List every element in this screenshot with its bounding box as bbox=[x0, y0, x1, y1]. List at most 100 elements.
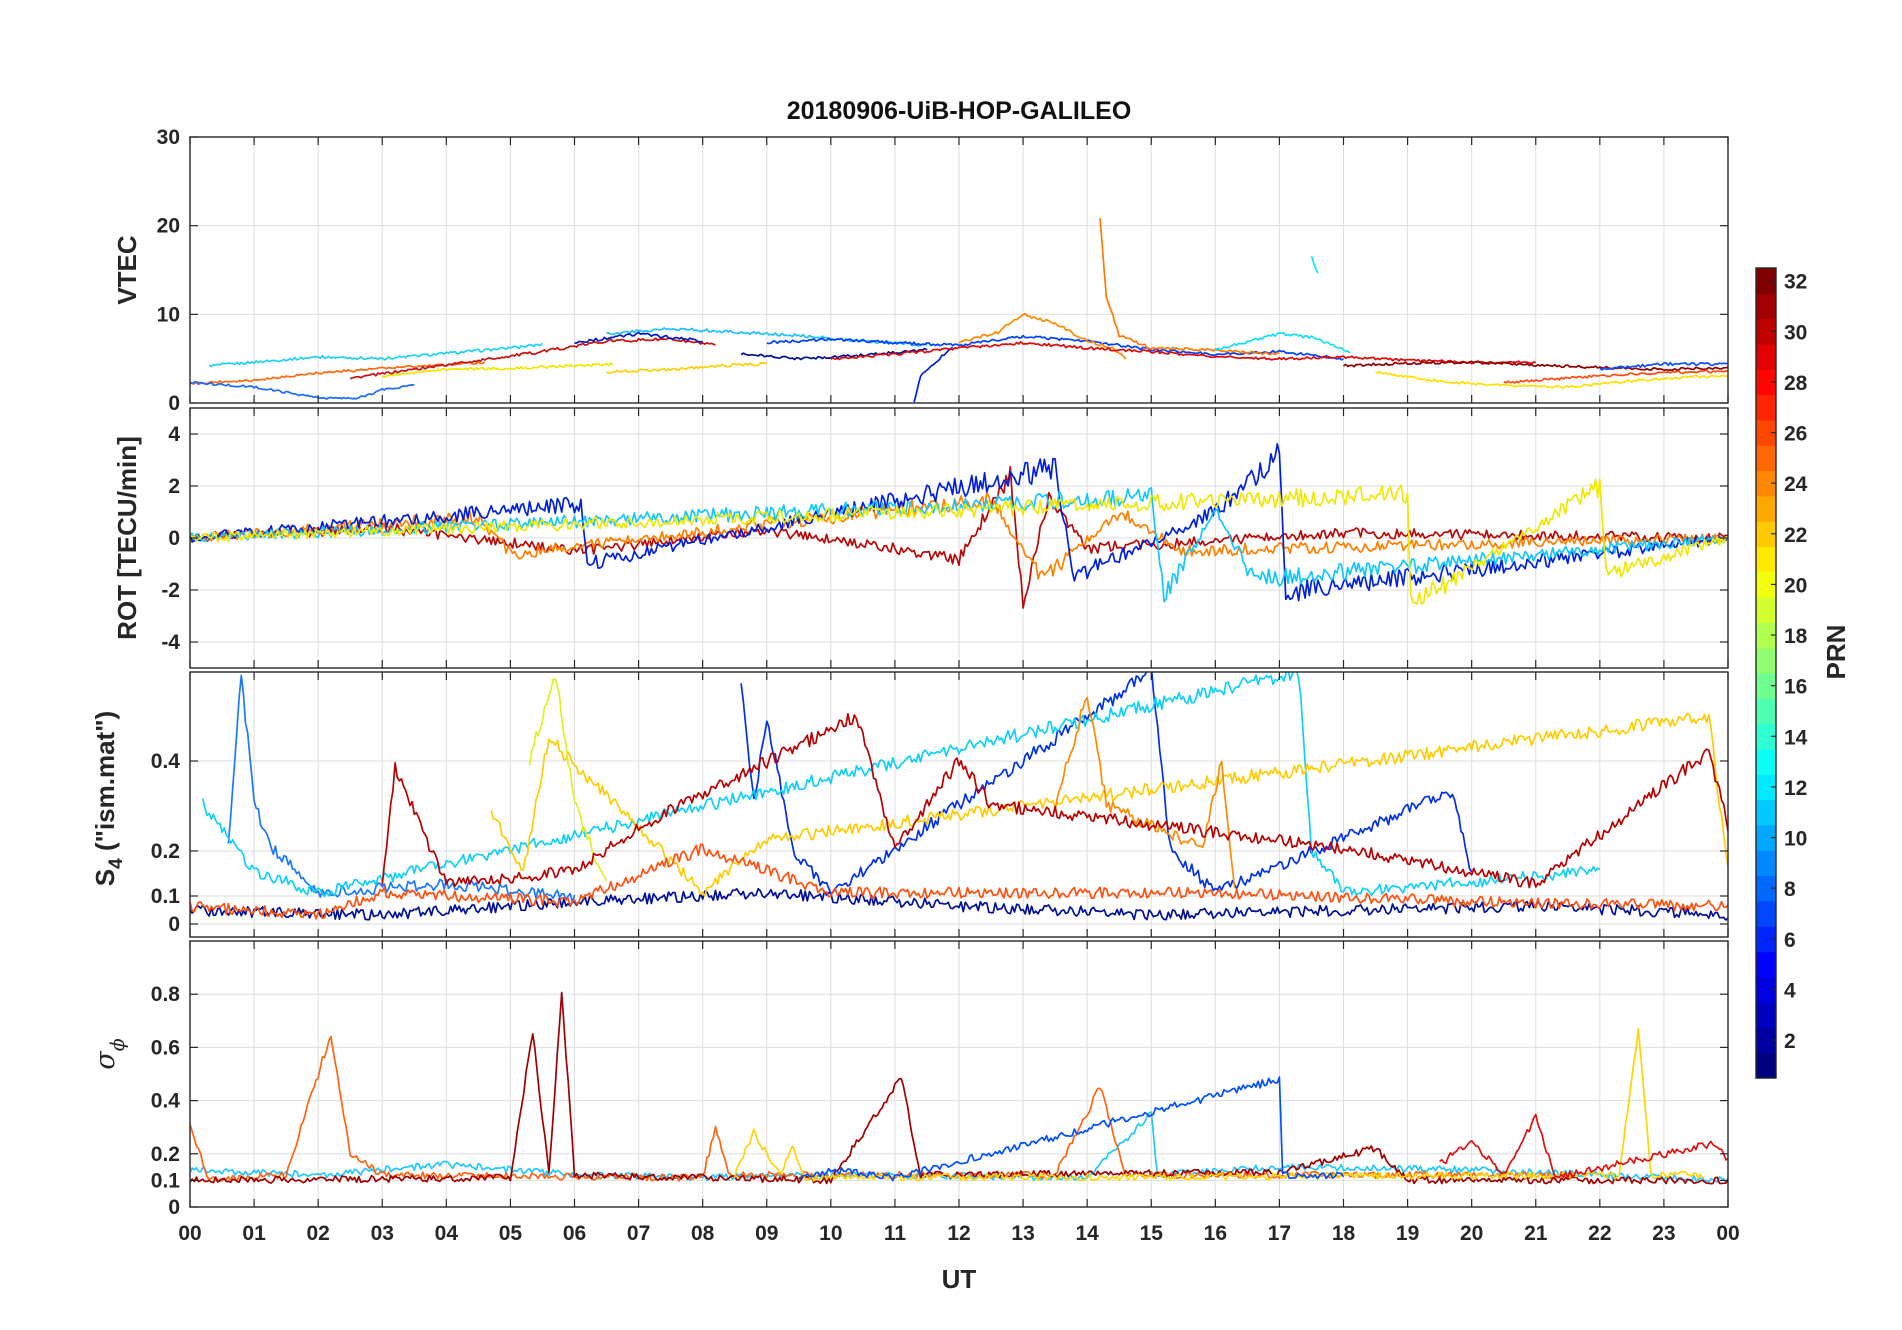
series-group bbox=[190, 443, 1728, 609]
x-tick-label: 12 bbox=[947, 1222, 970, 1245]
colorbar-tick-label: 18 bbox=[1784, 625, 1808, 648]
colorbar-swatch bbox=[1756, 824, 1776, 851]
y-tick-label: 0 bbox=[168, 392, 180, 415]
series-prn-9 bbox=[227, 674, 576, 904]
colorbar-tick-label: 6 bbox=[1784, 929, 1796, 952]
colorbar-swatch bbox=[1756, 723, 1776, 750]
series-prn-20 bbox=[381, 362, 614, 379]
colorbar-swatch bbox=[1756, 799, 1776, 826]
colorbar-swatch bbox=[1756, 521, 1776, 548]
colorbar-tick-label: 10 bbox=[1784, 828, 1807, 851]
colorbar-swatch bbox=[1756, 1052, 1776, 1079]
series-prn-4 bbox=[913, 346, 954, 403]
series-prn-21 bbox=[606, 362, 767, 374]
colorbar-swatch bbox=[1756, 343, 1776, 370]
x-tick-label: 13 bbox=[1011, 1222, 1034, 1245]
colorbar-swatch bbox=[1756, 268, 1776, 294]
x-axis-label: UT bbox=[942, 1264, 977, 1294]
colorbar-tick-label: 2 bbox=[1784, 1030, 1796, 1053]
colorbar-swatch bbox=[1756, 875, 1776, 902]
y-tick-label: 0.6 bbox=[151, 1036, 180, 1059]
colorbar-tick-label: 28 bbox=[1784, 372, 1808, 395]
x-tick-label: 09 bbox=[755, 1222, 778, 1245]
x-tick-label: 20 bbox=[1460, 1222, 1483, 1245]
series-prn-30 bbox=[190, 465, 1728, 609]
series-prn-19 bbox=[1375, 371, 1728, 389]
colorbar-swatch bbox=[1756, 293, 1776, 320]
colorbar-swatch bbox=[1756, 1002, 1776, 1028]
x-tick-label: 02 bbox=[306, 1222, 329, 1245]
y-tick-label: 10 bbox=[157, 303, 180, 326]
colorbar-tick-label: 4 bbox=[1784, 979, 1796, 1002]
colorbar-tick-label: 12 bbox=[1784, 777, 1807, 800]
x-tick-label: 16 bbox=[1204, 1222, 1227, 1245]
series-prn-24 bbox=[1054, 696, 1236, 888]
x-tick-label: 00 bbox=[178, 1222, 201, 1245]
series-prn-14 bbox=[1310, 256, 1319, 274]
series-prn-3 bbox=[740, 672, 1473, 895]
colorbar-frame bbox=[1755, 267, 1777, 1079]
panel-sigma: 0 0.1 0.2 0.4 0.6 0.8 σϕ bbox=[90, 940, 1729, 1219]
y-tick-label: 0.2 bbox=[151, 1143, 180, 1166]
series-prn-30 bbox=[349, 337, 716, 380]
x-tick-label: 15 bbox=[1140, 1222, 1164, 1245]
colorbar-swatch bbox=[1756, 850, 1776, 877]
series-prn-28 bbox=[1439, 1113, 1728, 1179]
colorbar-swatch bbox=[1756, 951, 1776, 978]
series-prn-25 bbox=[190, 843, 1728, 920]
series-prn-6 bbox=[1599, 361, 1728, 371]
x-tick-label: 04 bbox=[435, 1222, 459, 1245]
colorbar-swatch bbox=[1756, 470, 1776, 497]
colorbar-tick-label: 22 bbox=[1784, 524, 1807, 547]
y-axis-label: σϕ bbox=[90, 1038, 129, 1069]
series-prn-3 bbox=[574, 331, 703, 344]
y-tick-label: -2 bbox=[161, 579, 180, 602]
series-prn-13 bbox=[1214, 332, 1351, 354]
y-tick-label: 0.2 bbox=[151, 840, 180, 863]
series-prn-23 bbox=[1099, 218, 1280, 356]
series-prn-5 bbox=[798, 1076, 1345, 1182]
colorbar-tick-label: 30 bbox=[1784, 321, 1807, 344]
y-tick-label: 0 bbox=[168, 527, 180, 550]
colorbar-tick-label: 16 bbox=[1784, 676, 1807, 699]
x-tick-label: 22 bbox=[1588, 1222, 1611, 1245]
y-tick-label: 20 bbox=[157, 215, 180, 238]
series-group bbox=[190, 991, 1728, 1185]
x-tick-label: 19 bbox=[1396, 1222, 1419, 1245]
series-prn-28 bbox=[830, 340, 1536, 365]
y-tick-label: 0.4 bbox=[151, 750, 181, 773]
x-tick-label: 00 bbox=[1716, 1222, 1739, 1245]
panel-s4: 0 0.1 0.2 0.4 S4 ("ism.mat") bbox=[90, 671, 1729, 938]
colorbar-swatch bbox=[1756, 445, 1776, 472]
x-tick-label: 08 bbox=[691, 1222, 715, 1245]
colorbar-swatch bbox=[1756, 926, 1776, 953]
y-axis-label: S4 ("ism.mat") bbox=[90, 711, 127, 886]
series-prn-26 bbox=[1503, 369, 1728, 384]
series-prn-32 bbox=[1342, 360, 1728, 371]
y-tick-label: 2 bbox=[168, 475, 180, 498]
y-axis-label: VTEC bbox=[112, 235, 142, 305]
series-prn-20 bbox=[190, 478, 1728, 605]
colorbar-swatch bbox=[1756, 900, 1776, 927]
colorbar-swatch bbox=[1756, 976, 1776, 1003]
colorbar-tick-label: 14 bbox=[1784, 726, 1808, 749]
colorbar-tick-label: 26 bbox=[1784, 423, 1807, 446]
x-tick-label: 18 bbox=[1332, 1222, 1356, 1245]
x-tick-label: 01 bbox=[242, 1222, 266, 1245]
colorbar-swatch bbox=[1756, 748, 1776, 775]
series-prn-11 bbox=[208, 342, 544, 368]
y-tick-label: 4 bbox=[168, 423, 180, 446]
colorbar-swatch bbox=[1756, 774, 1776, 801]
panel-rot: -4 -2 0 2 4 ROT [TECU/min] bbox=[112, 407, 1729, 669]
x-tick-label: 23 bbox=[1652, 1222, 1675, 1245]
x-tick-label: 06 bbox=[563, 1222, 586, 1245]
x-tick-label: 21 bbox=[1524, 1222, 1548, 1245]
colorbar-swatch bbox=[1756, 698, 1776, 725]
y-tick-label: 0 bbox=[168, 1196, 180, 1219]
y-tick-label: 0.1 bbox=[151, 885, 181, 908]
colorbar-swatch bbox=[1756, 495, 1776, 522]
colorbar-tick-label: 24 bbox=[1784, 473, 1808, 496]
